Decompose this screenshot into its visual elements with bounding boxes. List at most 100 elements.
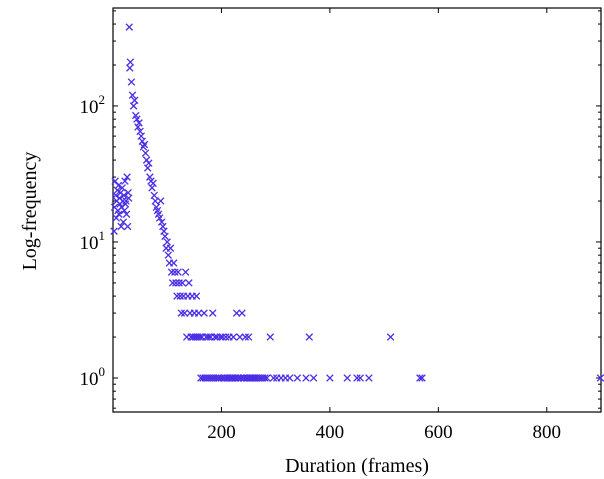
data-point: [135, 119, 143, 127]
data-point: [139, 143, 148, 151]
data-point: [233, 374, 242, 382]
y-tick-label: 102: [80, 92, 106, 118]
data-point: [596, 374, 604, 382]
data-point: [141, 149, 150, 157]
data-point: [167, 268, 176, 276]
data-point: [111, 177, 119, 185]
y-tick-label: 100: [80, 364, 106, 390]
data-point: [111, 191, 120, 200]
data-point: [163, 238, 171, 246]
data-point: [138, 137, 147, 146]
data-point: [237, 374, 245, 382]
data-point: [161, 232, 169, 241]
data-point: [249, 374, 257, 382]
data-point: [127, 78, 136, 86]
data-point: [194, 309, 203, 317]
data-point: [217, 374, 226, 382]
data-point: [213, 333, 221, 341]
data-point: [200, 309, 208, 317]
data-point: [266, 333, 275, 341]
y-tick-base: 10: [80, 369, 99, 390]
data-point: [151, 197, 160, 205]
x-tick-label: 400: [316, 422, 345, 443]
data-point: [164, 251, 173, 259]
data-point: [150, 191, 158, 200]
data-point: [241, 333, 250, 341]
data-point: [126, 58, 135, 66]
data-point: [185, 279, 193, 287]
data-point: [123, 173, 131, 181]
data-point: [168, 279, 177, 287]
data-point: [192, 292, 201, 300]
data-point: [155, 214, 164, 222]
data-point: [232, 309, 241, 317]
data-point: [228, 374, 237, 382]
data-point: [133, 115, 141, 123]
data-point: [171, 268, 179, 276]
data-point: [353, 374, 361, 382]
data-point: [180, 309, 189, 317]
data-point: [356, 374, 365, 382]
data-point: [123, 222, 132, 231]
data-point: [121, 177, 129, 185]
data-point: [286, 374, 294, 382]
data-point: [169, 259, 178, 267]
data-point: [145, 159, 153, 167]
data-point: [418, 374, 426, 382]
x-tick-label: 800: [533, 422, 562, 443]
data-point: [236, 333, 244, 341]
data-point: [195, 333, 204, 341]
data-point: [204, 333, 213, 341]
y-tick-label: 101: [80, 228, 106, 254]
data-point: [293, 374, 302, 382]
data-point: [118, 184, 126, 192]
data-point: [386, 333, 395, 341]
data-point: [112, 214, 121, 222]
data-point: [343, 374, 351, 382]
data-point: [365, 374, 373, 382]
x-axis-title: Duration (frames): [285, 455, 429, 477]
data-point: [244, 333, 253, 341]
data-point: [156, 197, 165, 205]
data-point: [416, 374, 424, 382]
data-point: [130, 96, 139, 105]
data-point: [211, 333, 219, 341]
data-point: [177, 309, 186, 317]
data-point: [159, 222, 167, 231]
data-point: [158, 218, 166, 226]
data-point: [126, 64, 134, 72]
data-point: [305, 333, 314, 341]
data-point: [174, 268, 182, 276]
data-point: [120, 191, 128, 200]
data-point: [166, 244, 175, 252]
data-point: [251, 374, 259, 382]
y-tick-exponent: 1: [99, 228, 106, 243]
data-point: [176, 292, 184, 300]
data-points: [110, 23, 604, 382]
data-point: [140, 140, 149, 149]
data-point: [309, 374, 318, 382]
data-point: [212, 374, 220, 382]
data-point: [115, 210, 123, 218]
x-tick-labels: 200 400 600 800: [207, 422, 561, 443]
data-point: [175, 279, 183, 287]
data-point: [229, 333, 238, 341]
data-point: [214, 374, 222, 382]
data-point: [181, 268, 190, 276]
data-point: [122, 210, 131, 218]
data-point: [302, 374, 310, 382]
data-point: [125, 23, 134, 31]
data-point: [263, 374, 271, 382]
data-point: [124, 194, 133, 202]
data-point: [222, 333, 230, 341]
data-point: [238, 309, 246, 317]
data-point: [120, 206, 129, 215]
data-point: [209, 309, 217, 317]
plot-frame: [112, 7, 602, 413]
x-tick-label: 200: [207, 422, 236, 443]
y-tick-exponent: 0: [99, 364, 106, 379]
data-point: [129, 102, 138, 110]
data-point: [178, 279, 187, 287]
